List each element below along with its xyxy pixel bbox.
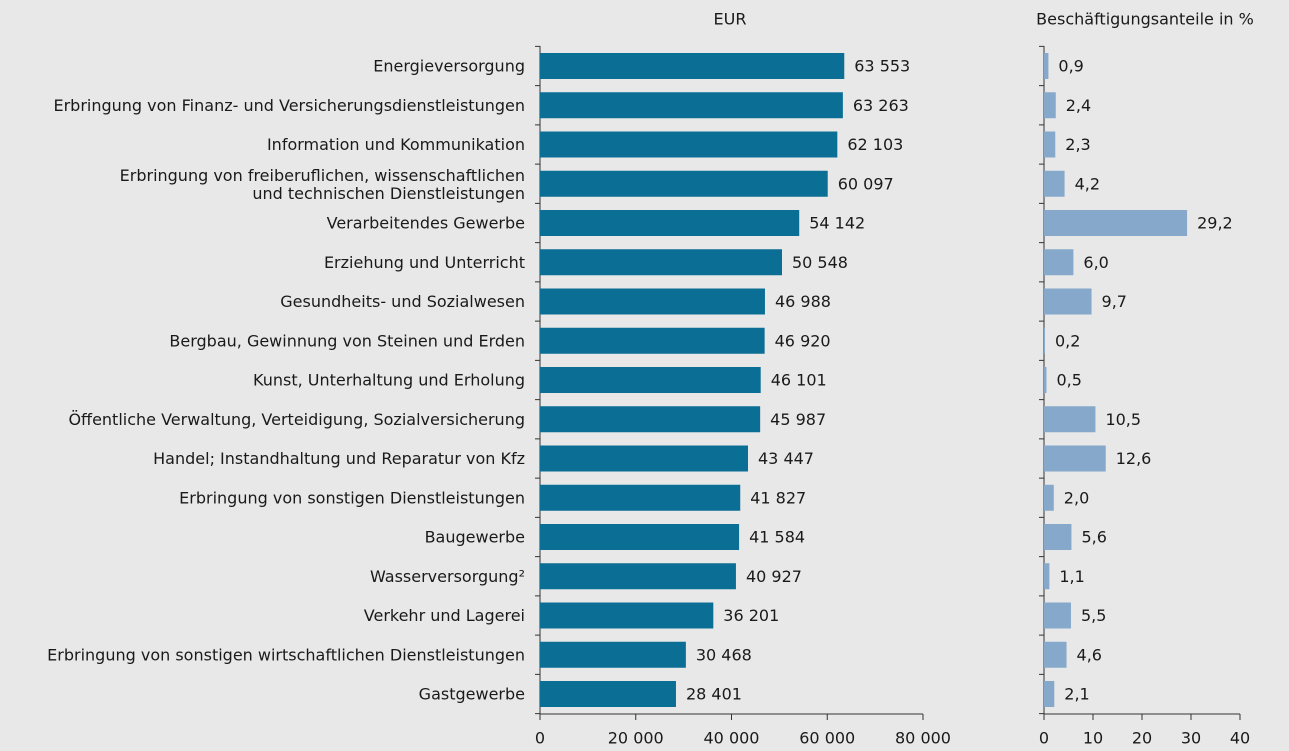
bar — [540, 92, 843, 119]
value-label: 63 553 — [854, 57, 910, 76]
value-label: 30 468 — [696, 645, 752, 664]
value-label: 54 142 — [809, 214, 865, 233]
value-label: 63 263 — [853, 96, 909, 115]
bar — [540, 484, 741, 511]
value-label: 46 988 — [775, 292, 831, 311]
bar — [1044, 327, 1045, 354]
value-label: 2,1 — [1064, 685, 1089, 704]
bar — [1044, 484, 1054, 511]
value-label: 43 447 — [758, 449, 814, 468]
value-label: 5,6 — [1081, 528, 1106, 547]
value-label: 12,6 — [1116, 449, 1152, 468]
chart-title: Beschäftigungsanteile in % — [1036, 10, 1254, 29]
bar — [1044, 563, 1050, 590]
value-label: 40 927 — [746, 567, 802, 586]
category-label: Baugewerbe — [425, 528, 525, 547]
category-label: Verkehr und Lagerei — [364, 606, 525, 625]
bar — [1044, 406, 1096, 433]
category-label: Information und Kommunikation — [267, 135, 525, 154]
bar — [540, 327, 765, 354]
category-label: Erbringung von Finanz- und Versicherungs… — [53, 96, 525, 115]
value-label: 62 103 — [847, 135, 903, 154]
value-label: 41 827 — [750, 488, 806, 507]
value-label: 6,0 — [1083, 253, 1108, 272]
chart-title: EUR — [714, 10, 747, 29]
category-label: Wasserversorgung² — [370, 567, 525, 586]
bar — [1044, 602, 1071, 629]
bar — [1044, 524, 1072, 550]
category-label: Erbringung von sonstigen Dienstleistunge… — [179, 488, 525, 507]
x-tick-label: 30 — [1181, 729, 1201, 748]
bar — [540, 445, 749, 472]
value-label: 10,5 — [1105, 410, 1141, 429]
bar — [1044, 681, 1055, 707]
bar — [1044, 53, 1049, 79]
bar — [540, 210, 800, 236]
x-tick-label: 0 — [535, 729, 545, 748]
category-label: Erbringung von sonstigen wirtschaftliche… — [47, 645, 525, 664]
category-label: Kunst, Unterhaltung und Erholung — [253, 371, 525, 390]
x-tick-label: 80 000 — [895, 729, 951, 748]
category-label: Erbringung von freiberuflichen, wissensc… — [120, 165, 525, 202]
bar — [540, 170, 828, 197]
value-label: 0,9 — [1058, 57, 1083, 76]
value-label: 41 584 — [749, 528, 805, 547]
category-label: Erziehung und Unterricht — [324, 253, 525, 272]
x-tick-label: 20 — [1132, 729, 1152, 748]
category-label: Gesundheits- und Sozialwesen — [280, 292, 525, 311]
value-label: 46 101 — [771, 371, 827, 390]
x-tick-label: 20 000 — [608, 729, 664, 748]
value-label: 45 987 — [770, 410, 826, 429]
bar — [1044, 170, 1065, 197]
value-label: 2,3 — [1065, 135, 1090, 154]
category-label: Energieversorgung — [373, 57, 525, 76]
x-tick-label: 40 — [1230, 729, 1250, 748]
x-tick-label: 40 000 — [704, 729, 760, 748]
category-label: Handel; Instandhaltung und Reparatur von… — [153, 449, 525, 468]
bar — [1044, 367, 1047, 393]
bar — [540, 641, 686, 668]
value-label: 4,2 — [1075, 174, 1100, 193]
bar — [540, 524, 740, 550]
category-label: Gastgewerbe — [419, 685, 525, 704]
bar — [1044, 445, 1106, 472]
value-label: 1,1 — [1059, 567, 1084, 586]
bar — [540, 563, 736, 590]
value-label: 28 401 — [686, 685, 742, 704]
value-label: 60 097 — [838, 174, 894, 193]
value-label: 4,6 — [1077, 645, 1102, 664]
value-label: 5,5 — [1081, 606, 1106, 625]
bar — [1044, 288, 1092, 315]
category-label: Bergbau, Gewinnung von Steinen und Erden — [169, 331, 525, 350]
bar — [1044, 249, 1074, 276]
bar — [540, 406, 761, 433]
value-label: 0,5 — [1056, 371, 1081, 390]
x-tick-label: 0 — [1039, 729, 1049, 748]
bar — [1044, 131, 1056, 158]
category-label: Öffentliche Verwaltung, Verteidigung, So… — [68, 410, 525, 429]
bar — [540, 367, 761, 393]
value-label: 2,0 — [1064, 488, 1089, 507]
value-label: 0,2 — [1055, 331, 1080, 350]
x-tick-label: 10 — [1083, 729, 1103, 748]
bar — [540, 681, 676, 707]
category-label: Verarbeitendes Gewerbe — [327, 214, 525, 233]
bar — [1044, 92, 1056, 119]
x-tick-label: 60 000 — [799, 729, 855, 748]
bar — [1044, 210, 1188, 236]
value-label: 2,4 — [1066, 96, 1091, 115]
bar — [1044, 641, 1067, 668]
value-label: 9,7 — [1102, 292, 1127, 311]
value-label: 50 548 — [792, 253, 848, 272]
value-label: 46 920 — [775, 331, 831, 350]
value-label: 29,2 — [1197, 214, 1233, 233]
bar — [540, 602, 714, 629]
bar — [540, 131, 838, 158]
bar — [540, 288, 765, 315]
bar — [540, 249, 782, 276]
bar — [540, 53, 845, 79]
value-label: 36 201 — [723, 606, 779, 625]
